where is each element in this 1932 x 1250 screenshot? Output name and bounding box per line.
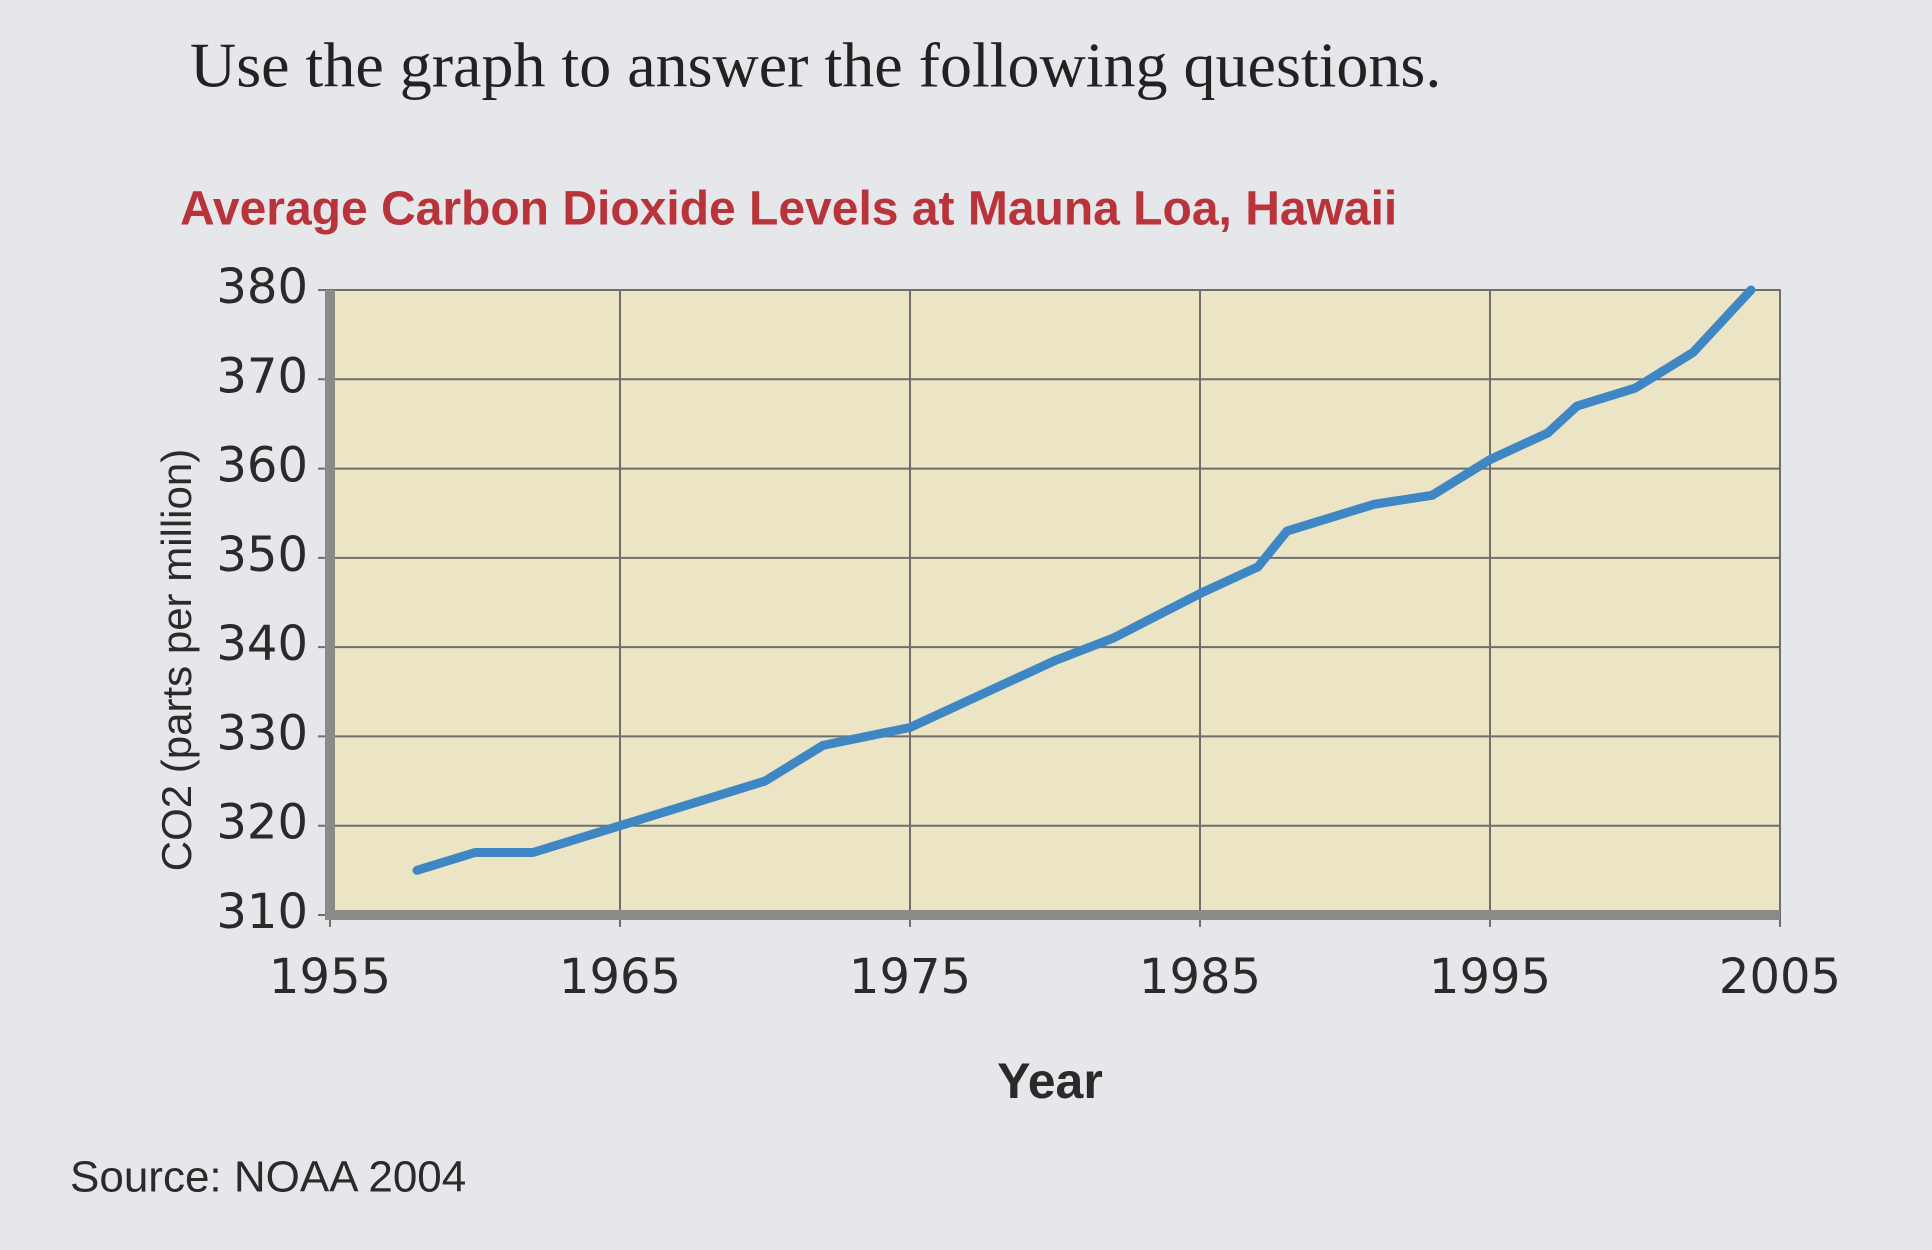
- y-tick-label: 340: [216, 616, 308, 672]
- chart-title: Average Carbon Dioxide Levels at Mauna L…: [180, 183, 1397, 236]
- y-tick-label: 350: [216, 527, 308, 583]
- plot-area: [329, 289, 1781, 916]
- y-tick-label: 320: [216, 795, 308, 851]
- heading: Use the graph to answer the following qu…: [190, 30, 1441, 101]
- y-tick-label: 380: [216, 259, 308, 315]
- x-tick-label: 1975: [849, 949, 971, 1005]
- y-tick-label: 360: [216, 438, 308, 494]
- x-axis-label: Year: [997, 1053, 1103, 1109]
- y-tick-label: 370: [216, 348, 308, 404]
- source: Source: NOAA 2004: [70, 1153, 466, 1202]
- x-tick-label: 1995: [1429, 949, 1551, 1005]
- data-line: [412, 285, 1756, 875]
- x-tick-label: 2005: [1719, 949, 1841, 1005]
- y-tick-label: 310: [216, 884, 308, 940]
- x-tick-label: 1955: [269, 949, 391, 1005]
- y-axis-label: CO2 (parts per million): [153, 449, 200, 871]
- x-tick-label: 1985: [1139, 949, 1261, 1005]
- y-tick-label: 330: [216, 705, 308, 761]
- x-tick-label: 1965: [559, 949, 681, 1005]
